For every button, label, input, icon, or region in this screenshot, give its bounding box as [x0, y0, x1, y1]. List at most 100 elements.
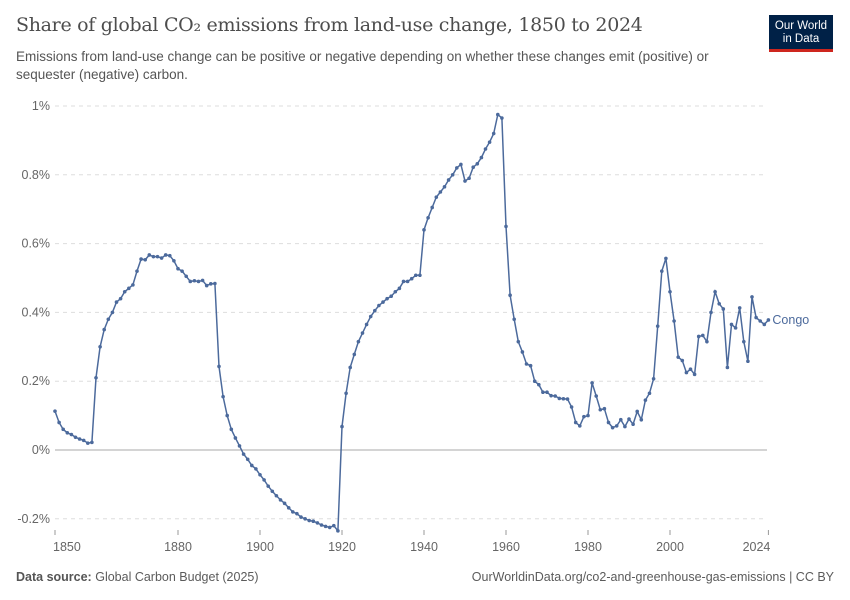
source-link[interactable]: Global Carbon Budget (2025) [95, 570, 259, 584]
data-point [496, 112, 500, 117]
data-point [725, 365, 730, 370]
data-point [504, 224, 508, 229]
x-tick-label: 2024 [743, 540, 771, 554]
data-point [311, 519, 316, 524]
data-point [651, 376, 656, 381]
data-point [401, 279, 406, 284]
data-point [94, 375, 98, 380]
data-point [742, 339, 746, 344]
data-point [602, 406, 607, 411]
data-point [750, 295, 754, 299]
data-point [610, 425, 615, 430]
data-point [537, 382, 541, 387]
data-point [717, 302, 721, 306]
data-source: Data source: Global Carbon Budget (2025) [16, 570, 259, 584]
data-point [61, 427, 65, 432]
data-point [348, 365, 353, 370]
data-point [262, 478, 266, 482]
series-label: Congo [772, 313, 809, 327]
data-point [418, 273, 422, 278]
data-point [471, 165, 476, 170]
data-point [110, 310, 115, 315]
data-point [327, 525, 332, 530]
data-point [102, 327, 106, 332]
data-point [90, 440, 94, 445]
y-tick-label: 0.4% [22, 305, 51, 319]
footer-url[interactable]: OurWorldinData.org/co2-and-greenhouse-ga… [471, 570, 834, 584]
data-point [180, 269, 184, 273]
data-point [709, 310, 713, 315]
data-point [463, 179, 467, 183]
owid-logo[interactable]: Our World in Data [769, 15, 833, 52]
data-point [254, 467, 258, 471]
data-point [385, 296, 389, 301]
data-point [668, 289, 672, 294]
data-point [578, 424, 582, 428]
data-point [233, 436, 238, 440]
data-point [520, 350, 525, 354]
data-point [241, 452, 246, 456]
data-point [606, 420, 611, 425]
x-tick-label: 1900 [246, 540, 274, 554]
data-point [696, 334, 701, 339]
data-point [446, 178, 451, 182]
data-point [508, 293, 512, 298]
data-point [303, 517, 307, 521]
data-point [131, 283, 135, 287]
data-point [500, 116, 504, 120]
data-point [184, 274, 188, 279]
data-point [299, 515, 303, 519]
data-point [340, 424, 344, 429]
data-point [192, 278, 197, 283]
data-point [65, 431, 70, 435]
data-point [758, 319, 762, 323]
data-point [475, 161, 480, 166]
y-tick-label: -0.2% [17, 512, 50, 526]
data-point [356, 339, 361, 344]
data-point [426, 216, 430, 220]
data-point [754, 315, 758, 320]
data-point [442, 185, 447, 189]
data-point [286, 505, 291, 510]
data-point [86, 441, 90, 445]
y-tick-label: 0% [32, 443, 50, 457]
data-point [377, 303, 381, 308]
data-point [549, 393, 553, 398]
data-point [217, 364, 221, 369]
series-line-congo [54, 113, 769, 533]
data-point [512, 317, 516, 322]
data-point [434, 195, 439, 199]
data-point [204, 283, 209, 288]
data-point [278, 498, 283, 502]
data-point [151, 254, 156, 259]
data-point [274, 493, 279, 498]
data-point [118, 296, 123, 301]
data-point [135, 269, 139, 273]
data-point [692, 372, 697, 377]
data-point [323, 524, 328, 529]
data-point [373, 308, 377, 313]
data-point [270, 489, 275, 494]
data-point [459, 162, 463, 167]
data-point [221, 394, 225, 399]
data-point [159, 256, 164, 260]
data-point [631, 422, 635, 427]
data-point [746, 359, 750, 364]
data-point [598, 407, 603, 412]
data-point [409, 276, 414, 281]
data-point [479, 155, 484, 160]
x-tick-label: 1980 [574, 540, 602, 554]
data-point [368, 314, 373, 319]
data-point [200, 278, 205, 283]
data-point [532, 379, 537, 384]
data-point [619, 417, 623, 422]
data-point [483, 147, 488, 151]
x-tick-label: 1920 [328, 540, 356, 554]
y-tick-label: 1% [32, 99, 50, 113]
data-point [590, 381, 594, 385]
data-point [172, 259, 176, 263]
data-point [705, 339, 709, 344]
data-point [455, 166, 459, 170]
y-tick-label: 0.8% [22, 168, 51, 182]
